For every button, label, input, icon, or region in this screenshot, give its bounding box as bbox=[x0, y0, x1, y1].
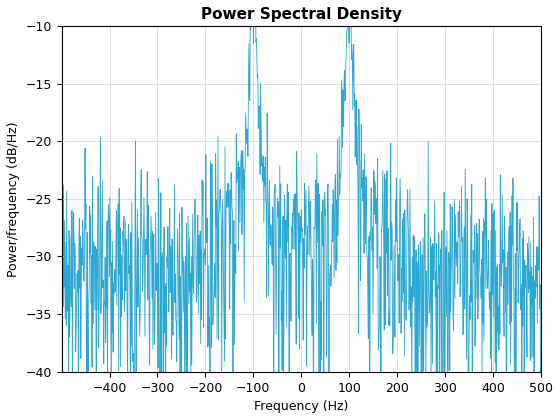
X-axis label: Frequency (Hz): Frequency (Hz) bbox=[254, 400, 348, 413]
Title: Power Spectral Density: Power Spectral Density bbox=[201, 7, 402, 22]
Y-axis label: Power/frequency (dB/Hz): Power/frequency (dB/Hz) bbox=[7, 121, 20, 277]
